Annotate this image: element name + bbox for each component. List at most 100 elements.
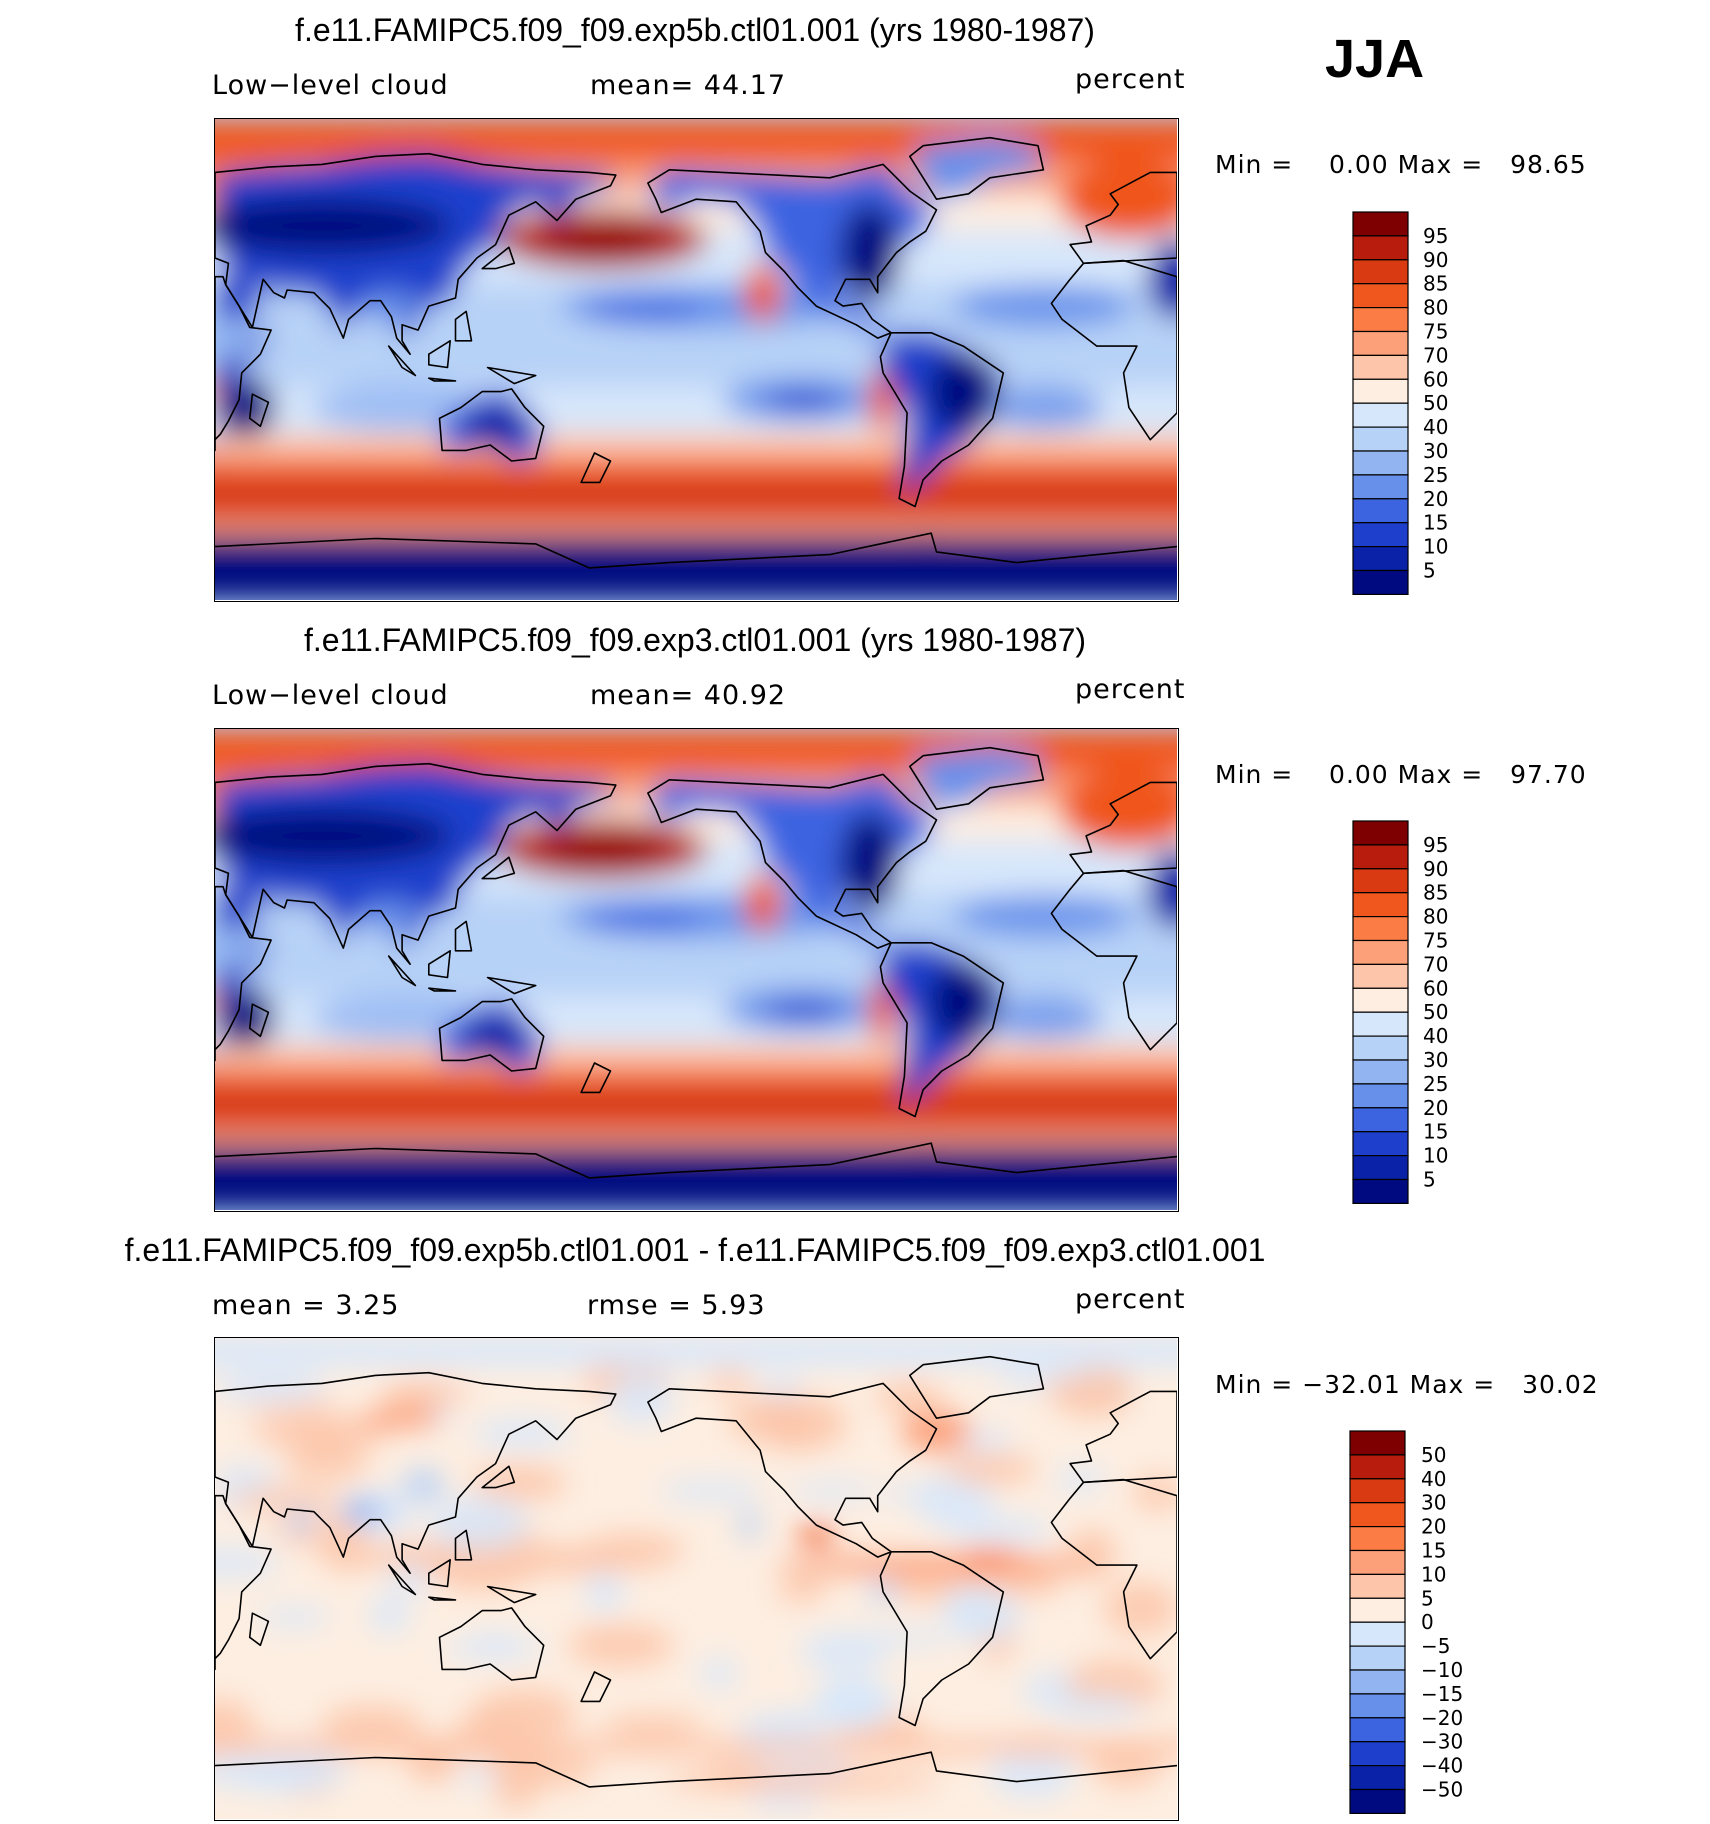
colorbar-tick-label: 25 — [1423, 463, 1448, 487]
colorbar-swatch — [1349, 1430, 1406, 1456]
panel-3-rmse: rmse = 5.93 — [587, 1290, 766, 1321]
colorbar-tick-label: 30 — [1423, 439, 1448, 463]
panel-2-minmax: Min = 0.00 Max = 97.70 — [1215, 760, 1587, 789]
panel-3-title: f.e11.FAMIPC5.f09_f09.exp5b.ctl01.001 - … — [124, 1232, 1266, 1268]
colorbar-tick-label: 0 — [1421, 1610, 1434, 1634]
colorbar-tick-label: −40 — [1421, 1754, 1463, 1778]
colorbar-swatch — [1352, 1131, 1409, 1157]
colorbar-tick-label: 30 — [1421, 1491, 1446, 1515]
colorbar-tick-label: 5 — [1423, 559, 1436, 583]
colorbar-swatch — [1349, 1502, 1406, 1528]
colorbar-tick-label: −30 — [1421, 1730, 1463, 1754]
colorbar-swatch — [1352, 1155, 1409, 1181]
panel-2-map — [214, 728, 1179, 1212]
colorbar-tick-label: 90 — [1423, 857, 1448, 881]
colorbar-swatch — [1352, 450, 1409, 476]
panel-2-mean: mean= 40.92 — [590, 680, 787, 711]
panel-3-map — [214, 1337, 1179, 1821]
colorbar-tick-label: 70 — [1423, 952, 1448, 976]
colorbar-tick-label: 95 — [1423, 224, 1448, 248]
colorbar-swatch — [1352, 1178, 1409, 1204]
colorbar-tick-label: 80 — [1423, 905, 1448, 929]
colorbar-tick-label: 60 — [1423, 976, 1448, 1000]
colorbar-swatch — [1352, 498, 1409, 524]
colorbar-swatch — [1352, 235, 1409, 261]
panel-3-units: percent — [1075, 1284, 1186, 1315]
colorbar-swatch — [1352, 330, 1409, 356]
colorbar-swatch — [1349, 1645, 1406, 1671]
colorbar-tick-label: 75 — [1423, 929, 1448, 953]
colorbar-tick-label: 50 — [1421, 1443, 1446, 1467]
colorbar-swatch — [1352, 987, 1409, 1013]
colorbar-tick-label: 40 — [1423, 415, 1448, 439]
colorbar-tick-label: 25 — [1423, 1072, 1448, 1096]
panel-1-variable-label: Low−level cloud — [212, 70, 449, 101]
panel-3-mean: mean = 3.25 — [212, 1290, 400, 1321]
panel-2-units: percent — [1075, 674, 1186, 705]
colorbar-swatch — [1349, 1597, 1406, 1623]
colorbar-tick-label: −5 — [1421, 1634, 1450, 1658]
season-label: JJA — [1325, 29, 1425, 89]
colorbar-swatch — [1352, 474, 1409, 500]
colorbar-tick-label: 20 — [1423, 487, 1448, 511]
colorbar-tick-label: 85 — [1423, 881, 1448, 905]
colorbar-swatch — [1352, 402, 1409, 428]
colorbar-tick-label: 40 — [1421, 1467, 1446, 1491]
panel-1-units: percent — [1075, 64, 1186, 95]
colorbar-swatch — [1352, 306, 1409, 333]
colorbar-swatch — [1352, 522, 1409, 548]
colorbar-tick-label: 90 — [1423, 248, 1448, 272]
colorbar-tick-label: −10 — [1421, 1658, 1463, 1682]
colorbar-swatch — [1349, 1621, 1406, 1647]
colorbar-swatch — [1349, 1765, 1406, 1791]
colorbar-swatch — [1352, 820, 1409, 846]
colorbar-tick-label: 85 — [1423, 272, 1448, 296]
panel-2-variable-label: Low−level cloud — [212, 680, 449, 711]
colorbar-swatch — [1349, 1573, 1406, 1599]
colorbar-swatch — [1352, 963, 1409, 989]
panel-3-colorbar: 50 40 30 20 15 10 5 0 −5 −10 −15 −20 −30 −40 −50 — [1349, 1430, 1479, 1821]
colorbar-swatch — [1349, 1741, 1406, 1767]
colorbar-tick-label: 50 — [1423, 1000, 1448, 1024]
colorbar-swatch — [1352, 1035, 1409, 1061]
colorbar-swatch — [1349, 1454, 1406, 1480]
panel-1-title: f.e11.FAMIPC5.f09_f09.exp5b.ctl01.001 (y… — [295, 12, 1095, 48]
colorbar-swatch — [1349, 1478, 1406, 1504]
panel-2-colorbar: 95 90 85 80 75 70 60 50 40 30 25 20 15 10 5 — [1352, 820, 1482, 1211]
colorbar-tick-label: 30 — [1423, 1048, 1448, 1072]
colorbar-tick-label: 80 — [1423, 296, 1448, 320]
colorbar-tick-label: 15 — [1423, 1120, 1448, 1144]
panel-1-colorbar: 95 90 85 80 75 70 60 50 40 30 25 20 15 10 5 — [1352, 211, 1482, 602]
panel-2-title: f.e11.FAMIPC5.f09_f09.exp3.ctl01.001 (yr… — [303, 622, 1087, 658]
colorbar-tick-label: 5 — [1421, 1586, 1434, 1610]
colorbar-tick-label: 50 — [1423, 391, 1448, 415]
colorbar-tick-label: 5 — [1423, 1168, 1436, 1192]
colorbar-tick-label: 10 — [1423, 1144, 1448, 1168]
colorbar-swatch — [1352, 915, 1409, 942]
colorbar-tick-label: 70 — [1423, 343, 1448, 367]
colorbar-swatch — [1352, 569, 1409, 595]
colorbar-swatch — [1352, 939, 1409, 965]
colorbar-swatch — [1352, 1083, 1409, 1109]
colorbar-tick-label: 75 — [1423, 320, 1448, 344]
panel-1-map — [214, 118, 1179, 602]
colorbar-swatch — [1352, 426, 1409, 452]
colorbar-swatch — [1352, 892, 1409, 918]
colorbar-tick-label: −50 — [1421, 1778, 1463, 1802]
colorbar-swatch — [1349, 1525, 1406, 1552]
colorbar-tick-label: −20 — [1421, 1706, 1463, 1730]
colorbar-swatch — [1352, 546, 1409, 572]
colorbar-swatch — [1349, 1788, 1406, 1814]
colorbar-tick-label: 40 — [1423, 1024, 1448, 1048]
colorbar-swatch — [1352, 1059, 1409, 1085]
colorbar-swatch — [1352, 259, 1409, 285]
colorbar-tick-label: 95 — [1423, 833, 1448, 857]
colorbar-swatch — [1352, 283, 1409, 309]
colorbar-swatch — [1352, 211, 1409, 237]
colorbar-tick-label: 15 — [1423, 511, 1448, 535]
colorbar-tick-label: 60 — [1423, 367, 1448, 391]
colorbar-swatch — [1349, 1669, 1406, 1695]
colorbar-tick-label: 20 — [1423, 1096, 1448, 1120]
colorbar-tick-label: 20 — [1421, 1515, 1446, 1539]
panel-1-minmax: Min = 0.00 Max = 98.65 — [1215, 150, 1587, 179]
